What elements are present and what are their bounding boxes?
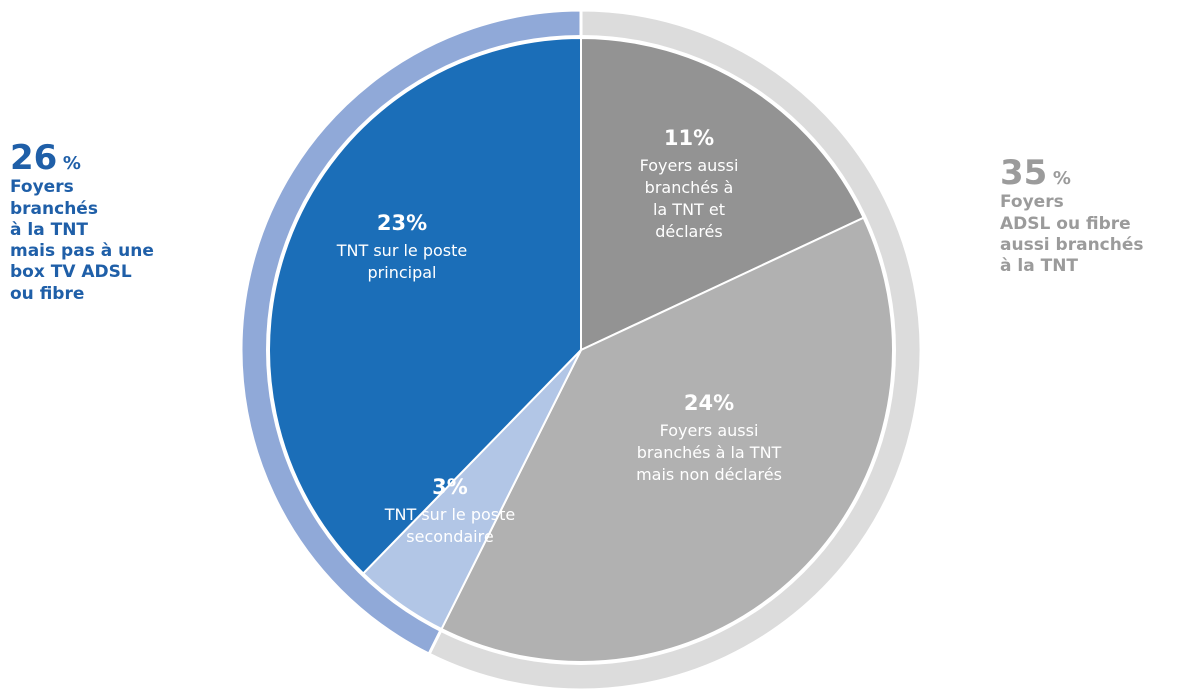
slice-value-label-2: 24% [684, 391, 734, 415]
right-annotation-value: 35 [1000, 153, 1048, 193]
right-annotation-unit: % [1052, 168, 1071, 189]
left-annotation-text: Foyers branchés à la TNT mais pas à une … [10, 177, 154, 304]
right-annotation-text: Foyers ADSL ou fibre aussi branchés à la… [1000, 192, 1144, 277]
slice-label-3: 3% TNT sur le poste secondaire [384, 475, 516, 546]
pie-slice-4 [268, 36, 582, 575]
pie-slices [268, 36, 894, 663]
slice-label-2: 24% Foyers aussi branchés à la TNT mais non… [636, 391, 782, 484]
slice-label-4: 23% TNT sur le poste principal [336, 211, 468, 282]
left-annotation-value: 26 [10, 138, 58, 178]
pie-slice-1 [580, 36, 865, 352]
slice-category-label-2: Foyers aussi branchés à la TNT mais non dé… [636, 421, 782, 484]
left-annotation-unit: % [62, 153, 81, 174]
left-annotation: 26 % Foyers branchés à la TNT mais pas à… [10, 138, 210, 305]
slice-value-label-3: 3% [432, 475, 468, 499]
slice-value-label-4: 23% [377, 211, 427, 235]
slice-labels: 11% Foyers aussi branchés à la TNT et déclar… [336, 126, 782, 546]
slice-category-label-3: TNT sur le poste secondaire [384, 505, 516, 546]
slice-value-label-1: 11% [664, 126, 714, 150]
slice-category-label-1: Foyers aussi branchés à la TNT et déclarés [640, 156, 739, 241]
right-annotation: 35 % Foyers ADSL ou fibre aussi branchés… [1000, 153, 1175, 277]
pie-slice-2 [440, 216, 894, 663]
slice-label-1: 11% Foyers aussi branchés à la TNT et déclar… [640, 126, 739, 241]
slice-category-label-4: TNT sur le poste principal [336, 241, 468, 282]
